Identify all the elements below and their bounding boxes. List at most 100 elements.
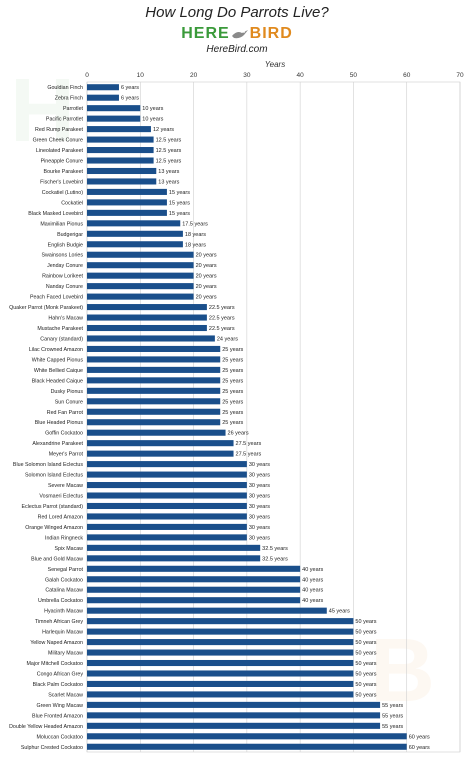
data-label: 55 years xyxy=(382,724,403,730)
x-tick-label: 20 xyxy=(190,72,198,79)
bar xyxy=(87,84,119,91)
data-label: 40 years xyxy=(302,598,323,604)
data-label: 12 years xyxy=(153,127,174,133)
category-label: English Budgie xyxy=(48,242,83,248)
bar xyxy=(87,618,354,625)
category-label: Green Cheek Conure xyxy=(33,138,83,144)
bar xyxy=(87,293,194,300)
bar xyxy=(87,147,154,154)
bar xyxy=(87,544,261,551)
data-label: 18 years xyxy=(185,242,206,248)
bar xyxy=(87,178,157,185)
data-label: 15 years xyxy=(169,200,190,206)
bar xyxy=(87,105,141,112)
bar xyxy=(87,680,354,687)
category-label: Jenday Conure xyxy=(47,263,83,269)
category-label: Pacific Parrotlet xyxy=(46,117,84,123)
category-label: Lineolated Parakeet xyxy=(36,148,84,154)
bar xyxy=(87,136,154,143)
data-label: 25 years xyxy=(222,368,243,374)
category-label: Quaker Parrot (Monk Parakeet) xyxy=(9,305,83,311)
category-label: Moluccan Cockatoo xyxy=(36,734,83,740)
bar xyxy=(87,639,354,646)
category-label: Red Lored Amazon xyxy=(38,514,83,520)
bar xyxy=(87,492,247,499)
category-label: Orange Winged Amazon xyxy=(25,525,83,531)
data-label: 30 years xyxy=(249,473,270,479)
data-label: 25 years xyxy=(222,410,243,416)
bar xyxy=(87,565,301,572)
category-label: Cockatiel (Lutino) xyxy=(42,190,83,196)
data-label: 22.5 years xyxy=(209,326,235,332)
x-tick-label: 70 xyxy=(456,72,464,79)
data-label: 12.5 years xyxy=(156,148,182,154)
bar xyxy=(87,209,167,216)
category-label: Gouldian Finch xyxy=(47,85,83,91)
bar xyxy=(87,450,234,457)
bar xyxy=(87,701,381,708)
bar xyxy=(87,345,221,352)
category-label: Green Wing Macaw xyxy=(36,703,83,709)
category-label: Parrotlet xyxy=(63,106,84,112)
category-label: Blue Fronted Amazon xyxy=(32,713,83,719)
data-label: 25 years xyxy=(222,389,243,395)
category-label: Hyacinth Macaw xyxy=(44,609,83,615)
data-label: 18 years xyxy=(185,232,206,238)
data-label: 12.5 years xyxy=(156,138,182,144)
data-label: 25 years xyxy=(222,420,243,426)
category-label: Galah Cockatoo xyxy=(45,577,83,583)
category-label: Maximilian Pionus xyxy=(40,221,83,227)
bar xyxy=(87,461,247,468)
category-label: Pineapple Conure xyxy=(41,159,83,165)
category-label: Blue and Gold Macaw xyxy=(31,556,83,562)
bar xyxy=(87,283,194,290)
bar xyxy=(87,272,194,279)
category-label: Peach Faced Lovebird xyxy=(30,295,83,301)
data-label: 25 years xyxy=(222,378,243,384)
category-label: Eclectus Parrot (standard) xyxy=(21,504,83,510)
data-label: 50 years xyxy=(355,630,376,636)
bar xyxy=(87,314,207,321)
data-label: 25 years xyxy=(222,347,243,353)
category-label: Budgerigar xyxy=(57,232,83,238)
category-label: Severe Macaw xyxy=(48,483,83,489)
data-label: 32.5 years xyxy=(262,546,288,552)
bar xyxy=(87,743,407,750)
site-url: HereBird.com xyxy=(206,44,268,55)
bird-icon xyxy=(231,29,248,38)
x-tick-label: 0 xyxy=(85,72,89,79)
category-label: Yellow Naped Amazon xyxy=(30,640,83,646)
bar xyxy=(87,387,221,394)
data-label: 50 years xyxy=(355,661,376,667)
x-tick-label: 50 xyxy=(350,72,358,79)
bar xyxy=(87,502,247,510)
bar xyxy=(87,199,167,206)
category-label: Swainsons Lories xyxy=(41,253,83,259)
data-label: 30 years xyxy=(249,504,270,510)
category-label: Rainbow Lorikeet xyxy=(42,274,83,280)
data-label: 20 years xyxy=(196,274,217,280)
bar xyxy=(87,649,354,656)
category-label: Congo African Grey xyxy=(37,671,84,677)
bar xyxy=(87,262,194,269)
category-label: Bourke Parakeet xyxy=(44,169,84,175)
bar xyxy=(87,513,247,520)
data-label: 10 years xyxy=(142,106,163,112)
data-label: 60 years xyxy=(409,745,430,751)
category-label: Scarlet Macaw xyxy=(48,692,83,698)
data-label: 20 years xyxy=(196,295,217,301)
bar xyxy=(87,607,327,614)
bar xyxy=(87,597,301,604)
category-label: Military Macaw xyxy=(48,651,83,657)
bar xyxy=(87,659,354,667)
category-label: White Bellied Caique xyxy=(34,368,83,374)
bar xyxy=(87,251,194,258)
bar xyxy=(87,712,381,719)
data-label: 50 years xyxy=(355,692,376,698)
category-label: Fischer's Lovebird xyxy=(40,179,83,185)
logo-here-text: HERE xyxy=(181,25,230,42)
bar xyxy=(87,471,247,478)
data-label: 50 years xyxy=(355,619,376,625)
data-label: 50 years xyxy=(355,671,376,677)
x-tick-label: 30 xyxy=(243,72,251,79)
